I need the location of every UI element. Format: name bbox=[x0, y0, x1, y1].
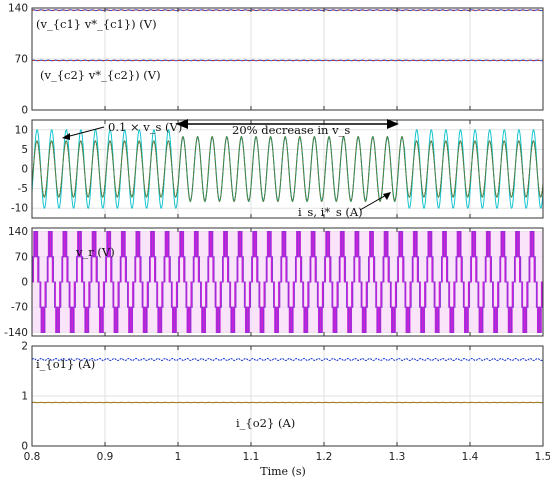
y-tick-label: 140 bbox=[8, 3, 28, 15]
x-tick-label: 0.9 bbox=[97, 451, 114, 463]
y-tick-label: 0 bbox=[21, 164, 28, 176]
series-vr-overlay bbox=[32, 231, 544, 333]
panel-3: 140 70 0 -70 -140 bbox=[4, 226, 544, 339]
panel-4: 2 1 0 bbox=[21, 341, 544, 453]
vr-annotation: v_r (V) bbox=[75, 245, 115, 259]
y-tick-label: 70 bbox=[15, 54, 28, 66]
sag-double-arrow bbox=[176, 119, 399, 129]
y-tick-label: 2 bbox=[21, 341, 28, 353]
io2-annotation: i_{o2} (A) bbox=[236, 416, 295, 430]
series-is-ref bbox=[31, 136, 544, 202]
y-tick-label: -70 bbox=[11, 302, 28, 314]
y-tick-label: 140 bbox=[8, 226, 28, 238]
sag-annotation: 20% decrease in v_s bbox=[232, 123, 350, 137]
axes-frame bbox=[31, 227, 544, 337]
axes-frame bbox=[31, 119, 544, 219]
y-tick-label: -140 bbox=[4, 327, 28, 339]
axes-frame bbox=[31, 345, 544, 447]
is-annotation: i_s, i*_s (A) bbox=[298, 205, 363, 219]
x-tick-label: 1.3 bbox=[389, 451, 406, 463]
panel-1: 0 70 140 bbox=[8, 3, 544, 117]
y-tick-label: 5 bbox=[21, 144, 28, 156]
series-io1 bbox=[31, 357, 544, 362]
panel-2: 10 5 0 -5 -10 bbox=[11, 119, 544, 219]
y-tick-label: -10 bbox=[11, 203, 28, 215]
y-tick-label: -5 bbox=[18, 183, 28, 195]
x-axis-label: Time (s) bbox=[260, 465, 306, 478]
x-tick-label: 1 bbox=[175, 451, 182, 463]
x-tick-label: 1.5 bbox=[535, 451, 550, 463]
y-tick-label: 0 bbox=[21, 105, 28, 117]
y-tick-label: 70 bbox=[15, 251, 28, 263]
x-tick-label: 1.4 bbox=[462, 451, 479, 463]
y-tick-label: 0 bbox=[21, 277, 28, 289]
vs-annotation: 0.1 × v_s (V) bbox=[108, 120, 182, 134]
y-tick-label: 1 bbox=[21, 391, 28, 403]
vc2-annotation: (v_{c2} v*_{c2}) (V) bbox=[40, 68, 161, 82]
x-tick-label: 1.2 bbox=[316, 451, 333, 463]
is-arrow bbox=[359, 192, 391, 211]
x-tick-label: 0.8 bbox=[24, 451, 41, 463]
y-tick-label: 10 bbox=[15, 124, 28, 136]
axes-frame bbox=[31, 7, 544, 111]
io1-annotation: i_{o1} (A) bbox=[36, 357, 95, 371]
x-tick-label: 1.1 bbox=[243, 451, 260, 463]
vc1-annotation: (v_{c1} v*_{c1}) (V) bbox=[36, 17, 157, 31]
y-tick-label: 0 bbox=[21, 441, 28, 453]
vs-arrow bbox=[62, 126, 105, 140]
